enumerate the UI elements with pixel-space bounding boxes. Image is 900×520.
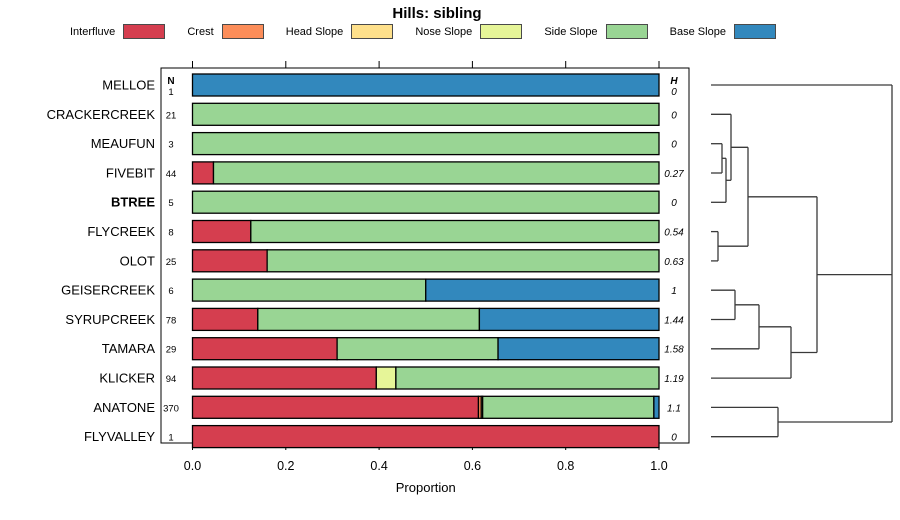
n-value: 5 — [168, 198, 173, 209]
row-label-meaufun: MEAUFUN — [91, 136, 155, 151]
x-axis-tick-label: 0.0 — [184, 459, 201, 473]
n-value: 78 — [166, 315, 177, 326]
x-axis-tick-label: 0.2 — [277, 459, 294, 473]
legend-item-head-slope: Head Slope — [286, 24, 394, 39]
bar-segment-base-slope — [191, 73, 660, 97]
n-value: 370 — [163, 403, 179, 414]
bar-segment-base-slope — [478, 307, 660, 332]
n-value: 6 — [168, 286, 173, 297]
legend-item-side-slope: Side Slope — [544, 24, 648, 39]
row-label-melloe: MELLOE — [102, 78, 155, 93]
x-axis-tick-label: 0.4 — [370, 459, 387, 473]
h-value: 1.44 — [664, 315, 684, 326]
legend-item-nose-slope: Nose Slope — [415, 24, 523, 39]
row-label-syrupcreek: SYRUPCREEK — [65, 312, 155, 327]
legend-swatch — [221, 24, 264, 39]
bar-segment-side-slope — [336, 337, 499, 361]
bar-segment-nose-slope — [375, 366, 397, 390]
bar-segment-side-slope — [250, 219, 660, 244]
n-value: 3 — [168, 140, 173, 151]
h-value: 0 — [671, 87, 677, 98]
row-label-fivebit: FIVEBIT — [106, 165, 155, 180]
bar-segment-side-slope — [191, 190, 660, 214]
legend-swatch — [605, 24, 648, 39]
h-value: 0 — [671, 198, 677, 209]
legend-label: Head Slope — [285, 25, 344, 38]
row-label-geisercreek: GEISERCREEK — [61, 283, 155, 298]
row-label-klicker: KLICKER — [99, 371, 155, 386]
bar-segment-side-slope — [395, 366, 660, 390]
chart-title: Hills: sibling — [392, 5, 482, 22]
x-axis-tick-label: 1.0 — [650, 459, 667, 473]
bar-segment-interfluve — [191, 395, 480, 419]
n-value: 94 — [166, 374, 177, 385]
legend-item-interfluve: Interfluve — [70, 24, 166, 39]
legend-label: Crest — [187, 25, 214, 38]
bar-segment-interfluve — [191, 337, 338, 361]
bar-segment-side-slope — [191, 102, 660, 126]
row-label-tamara: TAMARA — [102, 341, 156, 356]
bar-segment-side-slope — [212, 161, 660, 185]
h-value: 1 — [671, 286, 677, 297]
bar-segment-side-slope — [191, 278, 427, 302]
legend-item-base-slope: Base Slope — [670, 24, 776, 39]
row-label-flycreek: FLYCREEK — [87, 224, 155, 239]
bar-segment-interfluve — [191, 219, 252, 244]
n-value: 21 — [166, 110, 177, 121]
n-value: 44 — [166, 169, 177, 180]
x-axis-title: Proportion — [396, 480, 456, 495]
x-axis-tick-label: 0.8 — [557, 459, 574, 473]
row-label-flyvalley: FLYVALLEY — [84, 429, 155, 444]
h-value: 1.19 — [664, 374, 684, 385]
bar-segment-interfluve — [191, 424, 660, 449]
legend-swatch — [351, 24, 394, 39]
h-value: 1.58 — [664, 345, 684, 356]
h-value: 0.63 — [664, 257, 684, 268]
bar-segment-interfluve — [191, 161, 215, 185]
h-value: 0.27 — [664, 169, 684, 180]
legend-label: Side Slope — [544, 25, 598, 38]
n-column-header: N — [167, 76, 174, 87]
legend-label: Base Slope — [669, 25, 726, 38]
row-label-olot: OLOT — [120, 253, 155, 268]
legend-swatch — [480, 24, 523, 39]
bar-segment-base-slope — [425, 278, 660, 302]
bar-segment-side-slope — [191, 131, 660, 156]
n-value: 8 — [168, 228, 173, 239]
bar-segment-base-slope — [497, 337, 660, 361]
h-value: 0 — [671, 140, 677, 151]
h-value: 0.54 — [664, 228, 684, 239]
legend: Interfluve Crest Head Slope Nose Slope Side … — [70, 24, 776, 39]
legend-swatch — [733, 24, 776, 39]
n-value: 1 — [168, 87, 173, 98]
legend-item-crest: Crest — [187, 24, 264, 39]
row-label-crackercreek: CRACKERCREEK — [47, 107, 156, 122]
h-value: 0 — [671, 433, 677, 444]
bar-segment-base-slope — [653, 395, 660, 419]
n-value: 1 — [168, 433, 173, 444]
x-axis-tick-label: 0.6 — [464, 459, 481, 473]
legend-label: Nose Slope — [415, 25, 473, 38]
n-value: 25 — [166, 257, 177, 268]
h-column-header: H — [670, 76, 678, 87]
row-label-anatone: ANATONE — [93, 400, 155, 415]
bar-segment-side-slope — [257, 307, 481, 332]
n-value: 29 — [166, 345, 177, 356]
row-label-btree: BTREE — [111, 195, 155, 210]
h-value: 0 — [671, 110, 677, 121]
bar-segment-side-slope — [482, 395, 655, 419]
bar-segment-interfluve — [191, 249, 268, 273]
legend-swatch — [123, 24, 166, 39]
bar-segment-side-slope — [266, 249, 660, 273]
h-value: 1.1 — [667, 403, 681, 414]
bar-segment-interfluve — [191, 366, 377, 390]
legend-label: Interfluve — [70, 25, 116, 38]
bar-segment-interfluve — [191, 307, 259, 332]
